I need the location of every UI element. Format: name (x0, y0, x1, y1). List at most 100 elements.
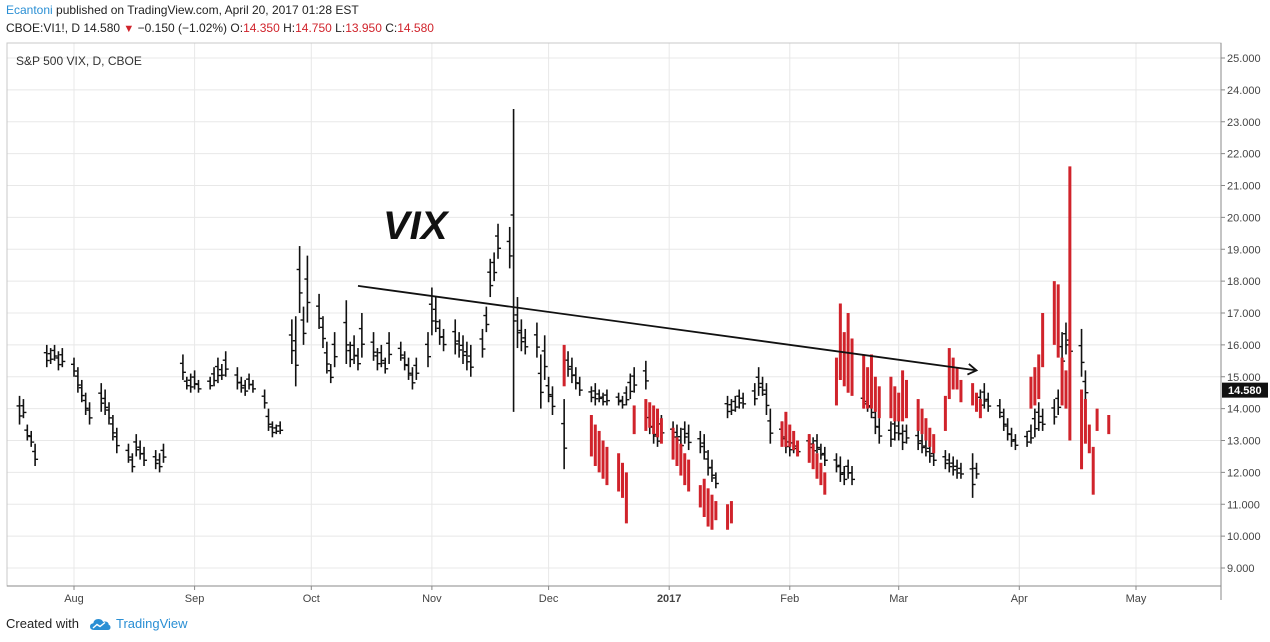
ohlc-bar (681, 421, 688, 444)
ohlc-bar (319, 316, 326, 349)
ohlc-bar (98, 383, 105, 412)
y-tick-label: 19.000 (1227, 244, 1261, 256)
x-tick-label: May (1126, 593, 1147, 605)
last-price: 14.580 (83, 21, 121, 35)
ohlc-bar (541, 335, 548, 380)
ohlc-bar (460, 335, 467, 364)
x-tick-label: Sep (185, 593, 205, 605)
ohlc-bar (487, 258, 494, 298)
ohlc-bar (903, 424, 910, 444)
ohlc-bar (214, 357, 221, 384)
ohlc-bar (211, 367, 218, 387)
ohlc-bar (467, 344, 474, 377)
chart-title: S&P 500 VIX, D, CBOE (16, 54, 142, 68)
ohlc-bar (32, 443, 39, 466)
ohlc-bars (16, 109, 1111, 530)
y-tick-label: 20.000 (1227, 212, 1261, 224)
trendline-group[interactable] (357, 285, 979, 376)
symbol-label: CBOE:VI1!, D (6, 21, 81, 35)
ohlc-bar (821, 446, 828, 466)
ohlc-bar (20, 399, 27, 419)
y-tick-label: 23.000 (1227, 117, 1261, 129)
ohlc-bar (623, 386, 630, 406)
ohlc-bar (510, 109, 517, 412)
ohlc-bar (141, 446, 148, 466)
ohlc-bar (129, 453, 136, 473)
ohlc-bar (327, 364, 334, 384)
y-tick-label: 9.000 (1227, 563, 1255, 575)
ohlc-bar (43, 344, 50, 368)
ohlc-bar (728, 399, 735, 415)
ohlc-series (16, 109, 1089, 498)
ohlc-bar (627, 373, 634, 400)
high-value: 14.750 (295, 21, 332, 35)
ohlc-bar (588, 386, 595, 403)
tradingview-brand-link[interactable]: TradingView (89, 616, 188, 631)
trendline (357, 285, 977, 372)
x-tick-label: Mar (889, 593, 908, 605)
ohlc-bar (1062, 322, 1069, 355)
y-tick-label: 10.000 (1227, 531, 1261, 543)
ohlc-bar (841, 466, 848, 486)
ohlc-bar (323, 341, 330, 374)
ohlc-bar (642, 360, 649, 390)
ohlc-bar (113, 427, 120, 454)
ohlc-bar (47, 348, 54, 364)
ohlc-bar (1055, 389, 1062, 415)
ohlc-bar (697, 430, 704, 454)
ohlc-bar (506, 226, 513, 269)
ohlc-bar (915, 427, 922, 451)
ohlc-bar (179, 354, 186, 380)
ohlc-bar (631, 367, 638, 393)
trendline-arrow-icon (967, 363, 979, 376)
low-label: L: (335, 21, 346, 35)
ohlc-bar (969, 453, 976, 498)
ohlc-bar (483, 306, 490, 333)
ohlc-bar (1024, 430, 1031, 447)
publish-line: Ecantoni published on TradingView.com, A… (6, 3, 359, 17)
ohlc-bar (207, 376, 214, 390)
y-tick-label: 18.000 (1227, 276, 1261, 288)
ohlc-bar (1008, 427, 1015, 447)
ohlc-bar (436, 319, 443, 345)
last-price-label-text: 14.580 (1228, 385, 1262, 397)
author-link[interactable]: Ecantoni (6, 3, 53, 17)
ohlc-bar (195, 379, 202, 393)
ohlc-bar (354, 348, 361, 371)
ohlc-bar (296, 246, 303, 313)
ohlc-bar (996, 399, 1003, 419)
ohlc-bar (242, 379, 249, 396)
vix-annotation: VIX (383, 204, 450, 248)
ohlc-bar (942, 450, 949, 470)
open-value: 14.350 (243, 21, 280, 35)
tradingview-brand-text: TradingView (115, 616, 188, 631)
ohlc-bar (102, 389, 109, 415)
ohlc-bar (234, 367, 241, 390)
ohlc-bar (401, 351, 408, 371)
ohlc-bar (576, 376, 583, 396)
ohlc-bar (358, 313, 365, 358)
ohlc-bar (288, 319, 295, 364)
ohlc-bar (973, 462, 980, 479)
low-value: 13.950 (345, 21, 382, 35)
y-tick-label: 25.000 (1227, 53, 1261, 65)
ohlc-bar (59, 348, 66, 368)
ohlc-bar (533, 322, 540, 358)
y-tick-label: 16.000 (1227, 340, 1261, 352)
ohlc-bar (24, 424, 31, 441)
x-tick-label: 2017 (657, 593, 681, 605)
ohlc-bar (1051, 399, 1058, 425)
ohlc-bar (755, 367, 762, 396)
y-tick-label: 14.000 (1227, 404, 1261, 416)
ohlc-bar (833, 453, 840, 473)
x-tick-label: Oct (303, 593, 320, 605)
ohlc-bar (592, 383, 599, 406)
ohlc-bar (82, 392, 89, 415)
ohlc-bar (265, 408, 272, 431)
ohlc-bar (751, 383, 758, 406)
ohlc-bar (817, 443, 824, 460)
ohlc-bar (1082, 370, 1089, 403)
ohlc-bar (954, 459, 961, 479)
ohlc-bar (763, 383, 770, 415)
